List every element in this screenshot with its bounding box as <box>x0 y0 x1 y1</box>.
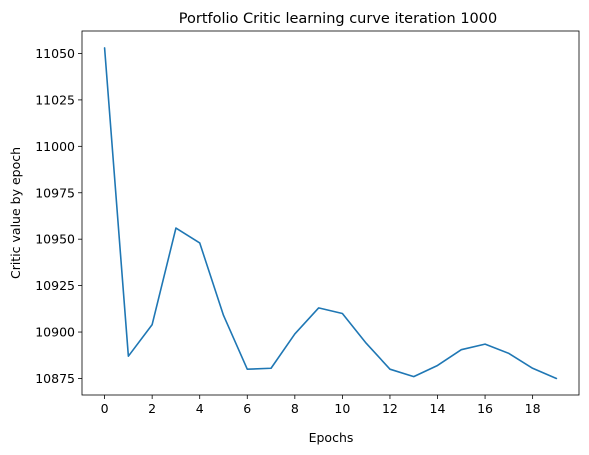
y-tick-label: 11025 <box>35 92 75 107</box>
x-tick-label: 6 <box>243 401 251 416</box>
chart-title: Portfolio Critic learning curve iteratio… <box>179 11 497 27</box>
y-axis-ticks: 10875 10900 10925 10950 10975 11000 11025 11050 <box>35 46 82 386</box>
x-tick-label: 16 <box>477 401 493 416</box>
x-tick-label: 8 <box>291 401 299 416</box>
y-tick-label: 10900 <box>35 325 75 340</box>
x-axis-label: Epochs <box>309 430 354 445</box>
x-tick-label: 18 <box>525 401 541 416</box>
x-tick-label: 10 <box>334 401 350 416</box>
y-tick-label: 10875 <box>35 371 75 386</box>
y-tick-label: 10925 <box>35 278 75 293</box>
x-tick-label: 0 <box>101 401 109 416</box>
x-tick-label: 2 <box>148 401 156 416</box>
x-axis-ticks: 0 2 4 6 8 10 12 14 16 18 <box>101 395 541 416</box>
x-tick-label: 4 <box>196 401 204 416</box>
x-tick-label: 14 <box>430 401 446 416</box>
y-axis-label: Critic value by epoch <box>8 147 23 279</box>
axes-frame <box>81 30 580 396</box>
y-tick-label: 10950 <box>35 232 75 247</box>
x-tick-label: 12 <box>382 401 398 416</box>
plot-background <box>82 31 579 395</box>
series-line <box>103 47 558 380</box>
y-tick-label: 10975 <box>35 185 75 200</box>
y-tick-label: 11000 <box>35 139 75 154</box>
plot-area: 0 2 4 6 8 10 12 14 16 18 10875 10900 10925 10950 1097… <box>35 30 580 416</box>
y-tick-label: 11050 <box>35 46 75 61</box>
